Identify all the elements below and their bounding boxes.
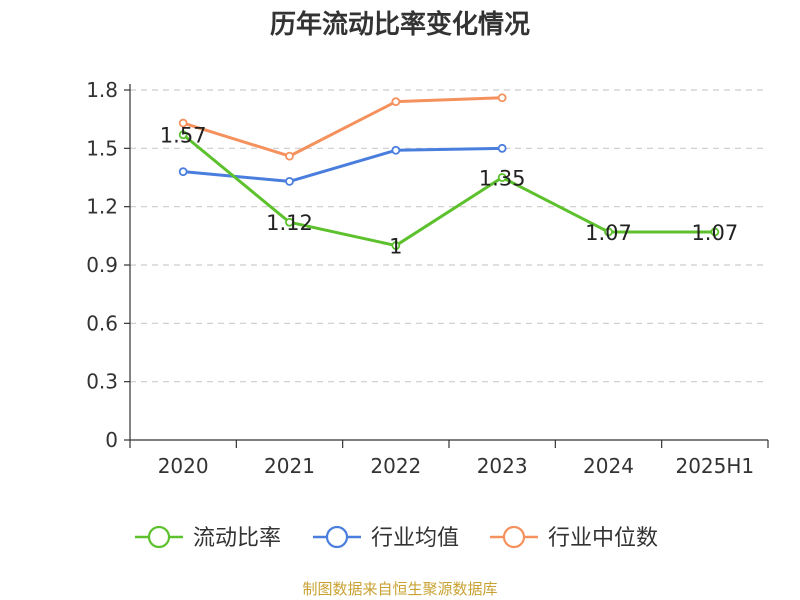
data-point <box>178 167 188 177</box>
data-point <box>178 118 188 128</box>
data-point <box>285 217 294 227</box>
series-line <box>182 133 715 248</box>
data-label: 1.07 <box>691 221 738 245</box>
data-point <box>285 151 294 161</box>
y-tick-label: 0.6 <box>86 311 118 335</box>
data-point <box>497 173 507 182</box>
y-tick-label: 1.8 <box>86 78 118 102</box>
x-tick-label: 2022 <box>370 454 421 478</box>
legend: 流动比率 行业均值 行业中位数 <box>135 525 658 551</box>
y-tick-label: 1.2 <box>86 195 118 219</box>
data-point <box>391 97 401 107</box>
data-label: 1.07 <box>585 221 632 245</box>
legend-label: 行业均值 <box>371 526 459 551</box>
series-line <box>183 146 503 183</box>
legend-marker <box>147 525 171 549</box>
series-lines <box>178 93 720 250</box>
axes: 0 0.3 0.6 0.9 1.2 1.5 1.8 2020 2021 2022 2023 2024 2… <box>86 78 769 478</box>
gridlines <box>130 89 768 383</box>
source-note: 制图数据来自恒生聚源数据库 <box>302 580 498 598</box>
x-tick-label: 2020 <box>158 454 209 478</box>
data-point <box>497 93 507 103</box>
x-tick-label: 2025H1 <box>675 454 754 478</box>
data-point <box>604 227 613 237</box>
data-label: 1.57 <box>160 124 207 148</box>
y-tick-label: 1.5 <box>86 136 118 160</box>
data-label: 1 <box>389 235 402 259</box>
data-label: 1.12 <box>266 211 313 235</box>
x-tick-label: 2023 <box>477 454 528 478</box>
y-tick-label: 0 <box>105 428 118 452</box>
data-point <box>391 145 401 155</box>
data-point <box>497 143 507 153</box>
x-tick-label: 2021 <box>264 454 315 478</box>
data-labels: 1.57 1.12 1 1.35 1.07 1.07 <box>160 124 738 259</box>
legend-label: 行业中位数 <box>548 526 658 551</box>
series-line <box>182 96 503 158</box>
legend-marker <box>325 525 349 549</box>
y-tick-label: 0.9 <box>86 253 118 277</box>
y-tick-label: 0.3 <box>86 370 118 394</box>
data-point <box>710 227 720 237</box>
legend-label: 流动比率 <box>193 526 281 551</box>
data-point <box>178 130 188 140</box>
legend-marker <box>502 525 526 549</box>
data-label: 1.35 <box>479 167 526 191</box>
chart-title: 历年流动比率变化情况 <box>269 10 530 40</box>
data-point <box>391 241 401 250</box>
x-tick-label: 2024 <box>583 454 634 478</box>
data-point <box>285 176 294 186</box>
